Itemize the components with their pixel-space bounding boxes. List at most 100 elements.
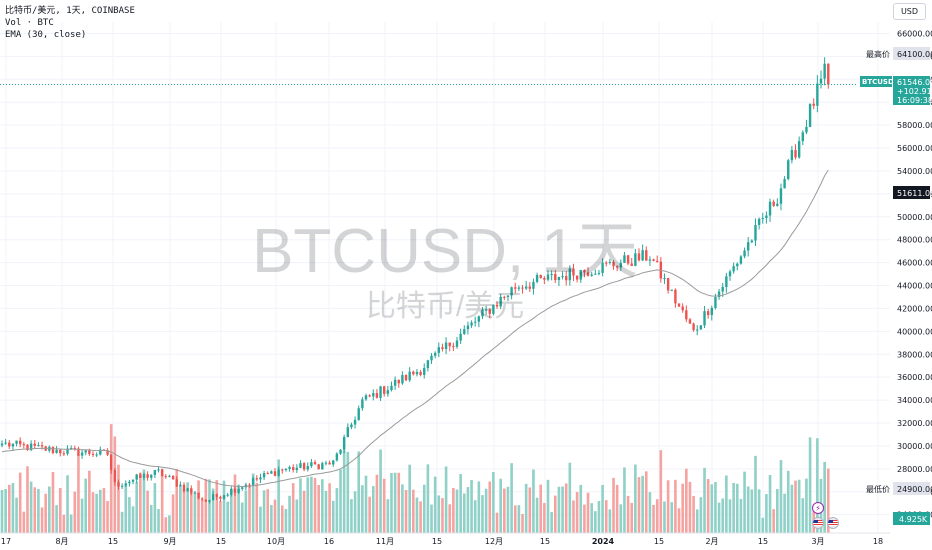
candle-body <box>827 63 830 85</box>
candle-body <box>477 316 481 322</box>
volume-bar <box>648 492 652 533</box>
us-flag-icon[interactable] <box>812 517 824 529</box>
volume-bar <box>40 507 44 533</box>
legend-volume[interactable]: Vol · BTC <box>5 18 54 28</box>
candle-body <box>757 218 761 225</box>
volume-bar <box>637 477 641 533</box>
candle-body <box>703 311 706 326</box>
candle-body <box>535 274 539 282</box>
volume-bar <box>193 492 197 533</box>
candle-body <box>69 447 73 449</box>
volume-bar <box>630 502 634 533</box>
candle-body <box>412 371 415 375</box>
us-flag-icon[interactable] <box>827 517 839 529</box>
last-price-countdown: 16:09:38 <box>897 96 932 105</box>
volume-bar <box>255 482 259 533</box>
candle-body <box>543 277 546 280</box>
volume-bar <box>368 496 371 533</box>
candle-body <box>739 256 743 264</box>
candle-body <box>801 132 804 142</box>
candle-body <box>88 450 91 454</box>
candle-body <box>237 488 240 493</box>
volume-bar <box>331 500 335 533</box>
candle-body <box>765 215 768 219</box>
candle-body <box>364 395 368 400</box>
candle-body <box>772 201 775 206</box>
candle-body <box>8 442 11 447</box>
candle-body <box>80 452 84 456</box>
volume-bar <box>390 472 393 533</box>
volume-bar <box>615 484 619 533</box>
candle-body <box>175 479 178 487</box>
candle-body <box>251 478 255 485</box>
volume-bar <box>26 466 29 533</box>
volume-bar <box>120 511 124 533</box>
volume-bar <box>364 475 368 533</box>
candle-body <box>270 471 273 474</box>
volume-bar <box>714 482 717 533</box>
candle-body <box>375 393 379 398</box>
candle-body <box>641 250 644 261</box>
volume-bar <box>568 462 572 533</box>
candle-body <box>59 449 62 454</box>
candle-body <box>696 329 699 331</box>
volume-bar <box>29 481 33 533</box>
candle-body <box>674 289 677 304</box>
candle-body <box>812 103 815 106</box>
volume-bar <box>299 478 302 533</box>
volume-bar <box>48 486 51 533</box>
time-tick-label: 15 <box>758 537 768 546</box>
volume-bar <box>51 472 55 533</box>
volume-bar <box>572 500 575 533</box>
volume-bar <box>219 501 222 533</box>
volume-bar <box>109 424 113 533</box>
candle-body <box>339 449 342 454</box>
candle-body <box>670 289 673 291</box>
candle-body <box>463 329 466 334</box>
candle-body <box>393 379 397 386</box>
candle-body <box>561 276 564 278</box>
legend-symbol[interactable]: 比特币/美元, 1天, COINBASE <box>5 6 135 16</box>
candle-body <box>313 462 317 465</box>
last-price-change: +102.91% <box>897 87 932 96</box>
volume-bar <box>321 479 324 533</box>
candle-body <box>666 278 670 291</box>
volume-bar <box>499 478 502 533</box>
candle-body <box>288 467 291 469</box>
candle-body <box>575 275 579 280</box>
volume-bar <box>168 515 171 533</box>
candle-body <box>426 360 430 369</box>
volume-bar <box>575 491 579 533</box>
legend-ema[interactable]: EMA (30, close) <box>5 30 87 40</box>
candle-body <box>361 399 364 409</box>
candle-body <box>466 325 470 330</box>
time-tick-label: 15 <box>540 537 550 546</box>
volume-bar <box>685 468 688 533</box>
time-axis[interactable]: 17 8月 15 9月 15 10月 16 11月 15 12月 15 2024 15 2月 15 3月 18 <box>0 532 890 546</box>
candle-body <box>605 262 608 264</box>
volume-bar <box>816 438 819 533</box>
candle-body <box>146 474 149 478</box>
candle-body <box>685 310 688 320</box>
candle-body <box>688 319 692 324</box>
currency-button[interactable]: USD <box>893 3 926 20</box>
volume-bar <box>706 479 710 533</box>
candle-body <box>372 393 375 397</box>
volume-bar <box>171 494 175 533</box>
candle-body <box>481 309 484 317</box>
volume-bar <box>412 489 415 533</box>
price-tick-label: 38000.00 <box>897 350 932 359</box>
volume-bar <box>564 483 568 533</box>
candle-body <box>557 276 561 281</box>
chart-legend: 比特币/美元, 1天, COINBASE Vol · BTC EMA (30, … <box>5 5 135 41</box>
price-tick-label: 40000.00 <box>897 327 932 336</box>
volume-bar <box>160 468 164 533</box>
last-price-value: 61546.00 <box>897 78 932 87</box>
volume-bar <box>66 475 69 533</box>
candle-body <box>99 449 102 455</box>
volume-bar <box>55 505 58 533</box>
event-bolt-icon[interactable]: ⚡ <box>812 502 824 514</box>
volume-bar <box>699 497 703 533</box>
candle-body <box>546 274 550 280</box>
